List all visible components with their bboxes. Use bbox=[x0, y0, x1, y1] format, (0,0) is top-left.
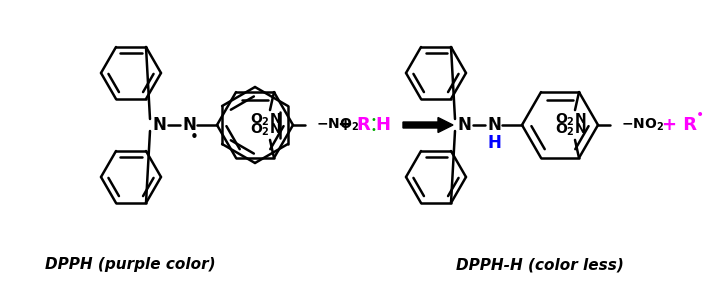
Text: H: H bbox=[487, 134, 501, 152]
Text: R: R bbox=[356, 116, 370, 134]
Text: •: • bbox=[696, 108, 704, 122]
Text: $\mathbf{O_2N}$: $\mathbf{O_2N}$ bbox=[555, 122, 587, 138]
Text: $\mathbf{O_2N}$: $\mathbf{O_2N}$ bbox=[555, 112, 587, 128]
Text: •: • bbox=[370, 125, 376, 135]
Text: DPPH (purple color): DPPH (purple color) bbox=[45, 257, 216, 273]
Text: N: N bbox=[152, 116, 166, 134]
Text: •: • bbox=[189, 130, 199, 144]
Text: $\mathbf{O_2N}$: $\mathbf{O_2N}$ bbox=[250, 122, 281, 138]
Text: $\mathbf{O_2N}$: $\mathbf{O_2N}$ bbox=[250, 112, 281, 128]
Text: H: H bbox=[376, 116, 391, 134]
Text: $\mathbf{-NO_2}$: $\mathbf{-NO_2}$ bbox=[622, 117, 664, 133]
Text: N: N bbox=[457, 116, 471, 134]
FancyArrow shape bbox=[403, 117, 453, 133]
Text: + R: + R bbox=[662, 116, 698, 134]
Text: N: N bbox=[182, 116, 196, 134]
Text: $\mathbf{-NO_2}$: $\mathbf{-NO_2}$ bbox=[316, 117, 359, 133]
Text: +: + bbox=[337, 116, 352, 134]
Text: DPPH-H (color less): DPPH-H (color less) bbox=[456, 257, 624, 273]
Text: •: • bbox=[370, 115, 376, 125]
Text: N: N bbox=[487, 116, 501, 134]
